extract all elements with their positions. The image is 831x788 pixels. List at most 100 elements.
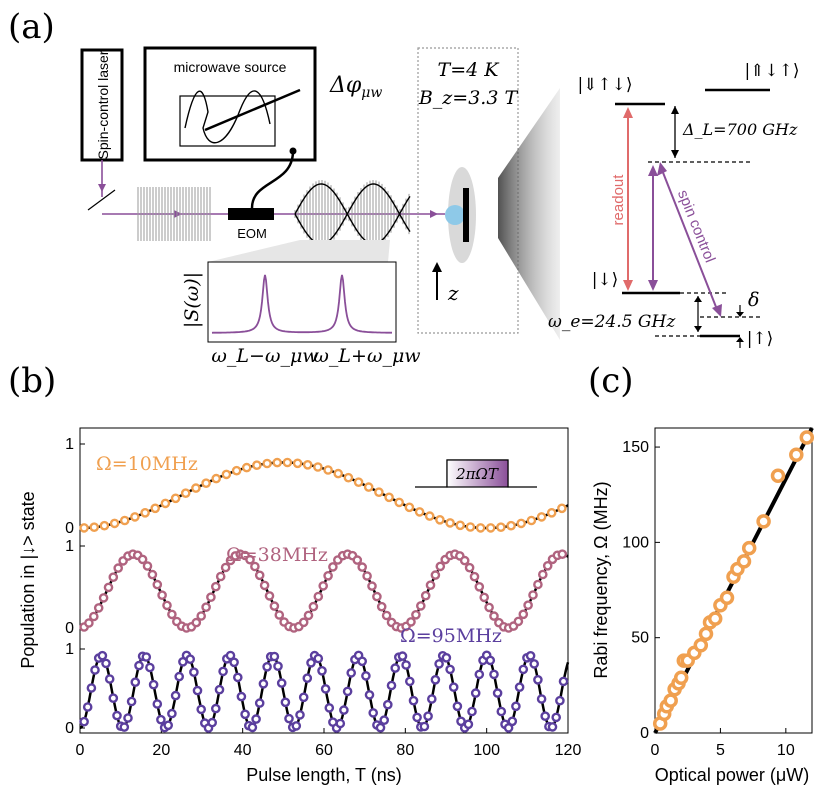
data-point <box>352 555 363 565</box>
panel-c-axes-frame <box>654 427 813 734</box>
data-point <box>474 582 485 592</box>
data-point <box>551 712 562 723</box>
data-point <box>514 682 525 693</box>
data-point <box>86 683 97 693</box>
data-point <box>141 652 152 662</box>
phase-label: Δφμw <box>329 73 382 101</box>
x-tick-label: 40 <box>234 742 252 759</box>
data-point <box>137 554 148 565</box>
data-point <box>455 520 466 531</box>
y-tick-label: 0 <box>640 725 649 742</box>
data-point <box>663 693 678 708</box>
data-point <box>79 523 89 533</box>
data-point <box>313 591 324 602</box>
data-point <box>363 482 374 492</box>
data-point <box>419 721 430 732</box>
data-point <box>130 512 140 522</box>
data-point <box>420 590 431 601</box>
data-point <box>518 664 529 675</box>
data-point <box>313 462 323 472</box>
x-tick-label: 5 <box>716 742 725 759</box>
readout-arrowhead-bottom <box>623 280 633 291</box>
sample-chip <box>463 188 469 242</box>
data-point <box>152 699 163 709</box>
data-point <box>382 699 393 710</box>
data-point <box>459 555 470 566</box>
field-label: B_z=3.3 T <box>418 87 519 109</box>
detuning-arrowhead-top <box>671 106 679 114</box>
data-point <box>434 659 444 669</box>
panel-c-label: (c) <box>588 361 634 401</box>
phase-pointer <box>204 88 301 132</box>
data-point <box>148 679 159 690</box>
y-tick-label: 100 <box>622 534 649 551</box>
delta-arrowhead-bottom <box>736 337 744 342</box>
data-point <box>90 665 100 675</box>
data-point <box>375 722 386 733</box>
panel-b-xlabel: Pulse length, T (ns) <box>246 765 401 785</box>
data-point <box>262 662 272 672</box>
data-point <box>252 460 262 471</box>
data-point <box>313 653 324 664</box>
data-point <box>147 569 158 580</box>
data-point <box>525 651 536 661</box>
data-point <box>479 592 490 603</box>
spectrum-inset-frame <box>207 261 397 343</box>
data-point <box>269 601 280 611</box>
laser-arrow-right-2 <box>430 210 438 218</box>
spin-diag-arrowhead-top <box>657 162 667 176</box>
data-point <box>789 447 804 462</box>
data-point <box>156 714 166 725</box>
omega-e-arrowhead-top <box>694 296 702 302</box>
data-point <box>346 668 357 678</box>
data-point <box>225 650 236 661</box>
data-point <box>211 473 221 484</box>
data-point <box>191 483 201 493</box>
data-point <box>113 563 123 573</box>
data-point <box>272 457 283 468</box>
data-point <box>445 518 455 528</box>
data-point <box>489 669 499 680</box>
data-point <box>328 562 338 572</box>
data-point <box>123 713 133 723</box>
spin-arrowhead-top <box>648 165 658 176</box>
data-point <box>339 705 349 715</box>
eom-block <box>228 208 274 220</box>
data-point <box>513 616 524 627</box>
readout-arrowhead-top <box>623 107 633 118</box>
data-point <box>529 659 540 669</box>
data-point <box>558 676 569 687</box>
data-point <box>145 662 155 673</box>
data-point <box>496 706 507 717</box>
data-point <box>475 523 486 533</box>
data-point <box>511 701 521 712</box>
data-point <box>404 502 415 513</box>
data-point <box>89 522 99 533</box>
data-point <box>448 682 459 693</box>
data-point <box>201 478 211 489</box>
pulse-inset-label: 2πΩT <box>455 465 499 483</box>
data-point <box>441 653 452 663</box>
data-point <box>245 554 255 565</box>
data-point <box>201 602 211 613</box>
data-point <box>262 458 272 469</box>
data-point <box>320 684 331 694</box>
y-tick-label: 1 <box>65 436 74 453</box>
data-point <box>376 601 387 612</box>
y-tick-label: 0 <box>65 720 74 737</box>
data-point <box>189 667 199 678</box>
data-point <box>269 651 280 662</box>
data-point <box>469 571 480 582</box>
eom-label: EOM <box>237 226 267 241</box>
data-point <box>215 571 226 582</box>
data-point <box>280 697 291 708</box>
data-point <box>250 561 260 572</box>
data-point <box>89 611 99 622</box>
y-tick-label: 0 <box>65 520 74 537</box>
data-point <box>302 459 313 470</box>
panel-c-ylabel: Rabi frequency, Ω (MHz) <box>591 481 611 678</box>
laser-label: Spin-control laser <box>95 50 111 159</box>
data-point <box>452 701 463 712</box>
